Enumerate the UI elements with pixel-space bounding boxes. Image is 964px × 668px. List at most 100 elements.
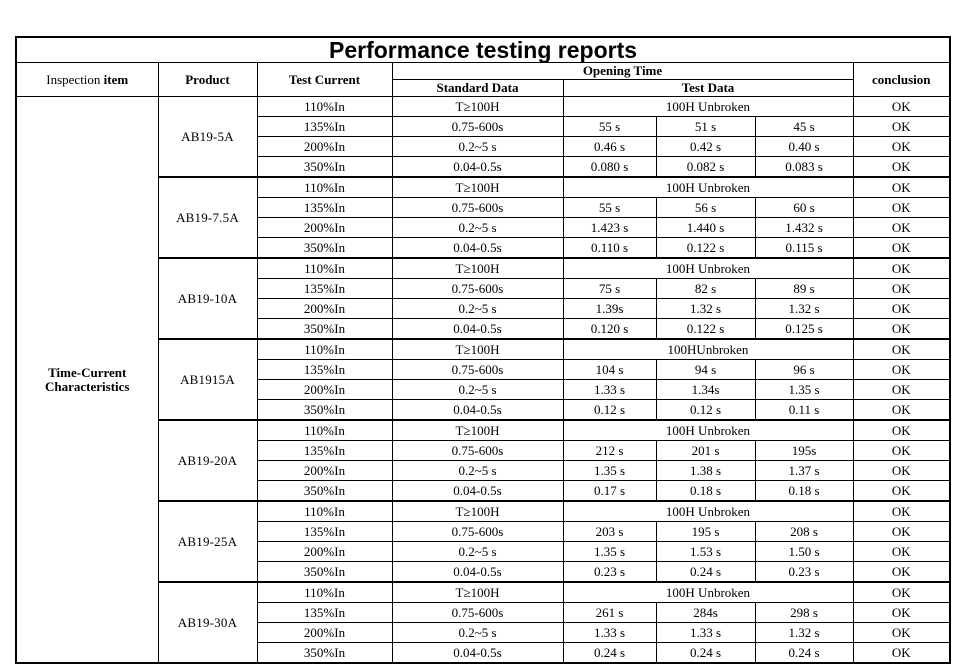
test-data-cell: 1.34s xyxy=(655,379,756,401)
col-header-conclusion: conclusion xyxy=(852,62,951,98)
test-data-cell: 104 s xyxy=(562,359,657,381)
test-data-cell: 284s xyxy=(655,602,756,624)
test-data-cell: 212 s xyxy=(562,440,657,462)
standard-data-cell: 0.2~5 s xyxy=(391,460,564,482)
test-data-cell: 0.115 s xyxy=(754,237,854,259)
conclusion-cell: OK xyxy=(852,359,951,381)
unbroken-cell: 100H Unbroken xyxy=(562,500,854,523)
test-data-cell: 195s xyxy=(754,440,854,462)
standard-data-cell: T≥100H xyxy=(391,419,564,442)
test-current-cell: 350%In xyxy=(256,237,393,259)
conclusion-cell: OK xyxy=(852,521,951,543)
test-data-cell: 0.40 s xyxy=(754,136,854,158)
performance-report-table: Performance testing reports Inspection i… xyxy=(15,36,952,665)
standard-data-cell: 0.04-0.5s xyxy=(391,237,564,259)
conclusion-cell: OK xyxy=(852,581,951,604)
inspection-item-cell: Time-Current Characteristics xyxy=(15,96,159,664)
test-data-cell: 1.32 s xyxy=(754,298,854,320)
test-data-cell: 94 s xyxy=(655,359,756,381)
test-data-cell: 0.12 s xyxy=(562,399,657,421)
standard-data-cell: 0.2~5 s xyxy=(391,136,564,158)
unbroken-cell: 100H Unbroken xyxy=(562,176,854,199)
col-header-opening-time: Opening Time xyxy=(391,62,854,81)
test-data-cell: 0.24 s xyxy=(754,642,854,664)
test-data-cell: 0.11 s xyxy=(754,399,854,421)
test-data-cell: 1.32 s xyxy=(655,298,756,320)
test-current-cell: 350%In xyxy=(256,399,393,421)
inspection-line-2: Characteristics xyxy=(45,378,130,394)
test-current-cell: 135%In xyxy=(256,116,393,138)
standard-data-cell: 0.04-0.5s xyxy=(391,480,564,502)
conclusion-cell: OK xyxy=(852,217,951,239)
product-cell: AB19-30A xyxy=(157,581,258,664)
product-cell: AB19-7.5A xyxy=(157,176,258,259)
test-data-cell: 56 s xyxy=(655,197,756,219)
standard-data-cell: T≥100H xyxy=(391,96,564,118)
test-data-cell: 0.23 s xyxy=(754,561,854,583)
standard-data-cell: 0.2~5 s xyxy=(391,298,564,320)
conclusion-cell: OK xyxy=(852,116,951,138)
test-data-cell: 1.440 s xyxy=(655,217,756,239)
inspection-item-label-normal: Inspection xyxy=(46,71,101,87)
test-data-cell: 60 s xyxy=(754,197,854,219)
standard-data-cell: 0.2~5 s xyxy=(391,541,564,563)
test-data-cell: 0.12 s xyxy=(655,399,756,421)
test-current-cell: 110%In xyxy=(256,581,393,604)
test-current-cell: 200%In xyxy=(256,622,393,644)
conclusion-cell: OK xyxy=(852,419,951,442)
test-data-cell: 0.17 s xyxy=(562,480,657,502)
test-data-cell: 1.50 s xyxy=(754,541,854,563)
test-data-cell: 0.23 s xyxy=(562,561,657,583)
test-data-cell: 0.125 s xyxy=(754,318,854,340)
test-data-cell: 45 s xyxy=(754,116,854,138)
standard-data-cell: 0.75-600s xyxy=(391,521,564,543)
test-data-cell: 55 s xyxy=(562,116,657,138)
test-data-cell: 0.46 s xyxy=(562,136,657,158)
inspection-line-1: Time-Current xyxy=(48,365,127,380)
conclusion-cell: OK xyxy=(852,257,951,280)
test-data-cell: 1.423 s xyxy=(562,217,657,239)
standard-data-cell: 0.04-0.5s xyxy=(391,399,564,421)
product-cell: AB1915A xyxy=(157,338,258,421)
test-data-cell: 55 s xyxy=(562,197,657,219)
test-data-cell: 0.082 s xyxy=(655,156,756,178)
test-current-cell: 110%In xyxy=(256,500,393,523)
standard-data-cell: 0.04-0.5s xyxy=(391,642,564,664)
test-current-cell: 110%In xyxy=(256,96,393,118)
test-data-cell: 0.083 s xyxy=(754,156,854,178)
test-data-cell: 82 s xyxy=(655,278,756,300)
col-header-product: Product xyxy=(157,62,258,98)
inspection-item-label-bold: item xyxy=(103,71,129,87)
conclusion-cell: OK xyxy=(852,237,951,259)
test-data-cell: 208 s xyxy=(754,521,854,543)
test-data-cell: 0.080 s xyxy=(562,156,657,178)
conclusion-cell: OK xyxy=(852,379,951,401)
unbroken-cell: 100H Unbroken xyxy=(562,419,854,442)
test-data-cell: 0.24 s xyxy=(562,642,657,664)
test-data-cell: 0.24 s xyxy=(655,642,756,664)
test-data-cell: 0.120 s xyxy=(562,318,657,340)
test-data-cell: 1.38 s xyxy=(655,460,756,482)
test-current-cell: 350%In xyxy=(256,642,393,664)
conclusion-cell: OK xyxy=(852,156,951,178)
test-data-cell: 89 s xyxy=(754,278,854,300)
test-data-cell: 1.35 s xyxy=(754,379,854,401)
conclusion-cell: OK xyxy=(852,298,951,320)
test-data-cell: 51 s xyxy=(655,116,756,138)
conclusion-cell: OK xyxy=(852,622,951,644)
test-current-cell: 200%In xyxy=(256,136,393,158)
standard-data-cell: 0.75-600s xyxy=(391,197,564,219)
standard-data-cell: T≥100H xyxy=(391,500,564,523)
conclusion-cell: OK xyxy=(852,642,951,664)
test-data-cell: 1.53 s xyxy=(655,541,756,563)
test-current-cell: 110%In xyxy=(256,419,393,442)
col-header-inspection-item: Inspection item xyxy=(15,62,159,98)
standard-data-cell: 0.75-600s xyxy=(391,359,564,381)
test-data-cell: 201 s xyxy=(655,440,756,462)
test-current-cell: 135%In xyxy=(256,197,393,219)
test-current-cell: 200%In xyxy=(256,217,393,239)
test-current-cell: 135%In xyxy=(256,602,393,624)
standard-data-cell: 0.2~5 s xyxy=(391,379,564,401)
col-header-test-current: Test Current xyxy=(256,62,393,98)
standard-data-cell: T≥100H xyxy=(391,338,564,361)
